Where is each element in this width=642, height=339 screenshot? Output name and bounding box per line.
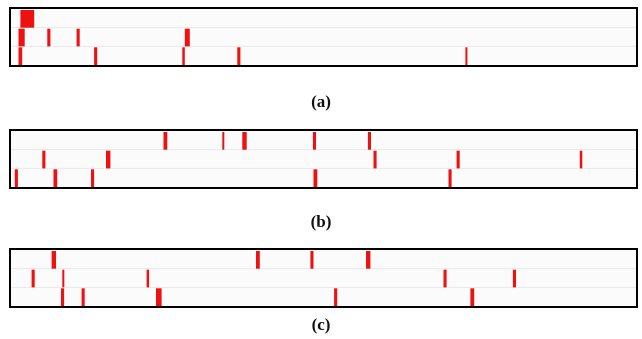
event-mark-c-1-3 [443,269,447,288]
event-mark-c-1-2 [146,269,150,288]
event-mark-b-2-1 [53,169,58,187]
event-mark-b-0-1 [222,132,225,150]
event-mark-c-2-3 [334,288,338,306]
event-mark-a-1-2 [76,28,80,47]
caption-a: (a) [311,92,331,111]
event-mark-c-2-2 [156,288,162,306]
panel-a [9,7,638,67]
event-mark-b-0-3 [312,132,316,150]
event-mark-c-2-0 [61,288,65,306]
event-mark-b-2-0 [14,169,18,187]
panel-c-plot [11,251,636,306]
event-mark-a-1-0 [18,28,25,47]
event-mark-a-0-0 [20,10,35,28]
event-mark-c-1-0 [31,269,35,288]
event-mark-b-0-2 [242,132,247,150]
event-mark-c-1-1 [62,269,65,288]
event-mark-c-0-2 [310,251,314,269]
caption-b: (b) [310,212,332,231]
event-mark-c-1-4 [512,269,516,288]
event-mark-b-1-1 [106,150,111,169]
event-mark-a-2-0 [18,47,23,65]
panel-a-plot [11,10,636,65]
event-mark-b-2-4 [448,169,452,187]
panel-b-plot [11,132,636,187]
event-mark-b-1-2 [373,150,377,169]
event-mark-a-2-1 [94,47,98,65]
event-mark-b-0-4 [367,132,371,150]
event-mark-b-0-0 [163,132,168,150]
event-mark-c-2-1 [81,288,85,306]
event-mark-c-0-1 [256,251,260,269]
event-mark-c-0-3 [366,251,371,269]
event-mark-c-2-4 [470,288,475,306]
event-mark-b-1-3 [456,150,460,169]
event-mark-a-2-2 [182,47,185,65]
panel-c [9,248,638,308]
event-mark-a-2-4 [465,47,468,65]
event-mark-a-2-3 [237,47,241,65]
event-mark-b-2-2 [91,169,95,187]
event-mark-c-0-0 [51,251,56,269]
event-mark-b-1-4 [579,150,583,169]
panel-b [9,129,638,189]
caption-c: (c) [311,315,331,334]
event-mark-b-1-0 [42,150,46,169]
event-mark-a-1-1 [47,28,51,47]
event-mark-b-2-3 [313,169,318,187]
event-mark-a-1-3 [184,28,190,47]
